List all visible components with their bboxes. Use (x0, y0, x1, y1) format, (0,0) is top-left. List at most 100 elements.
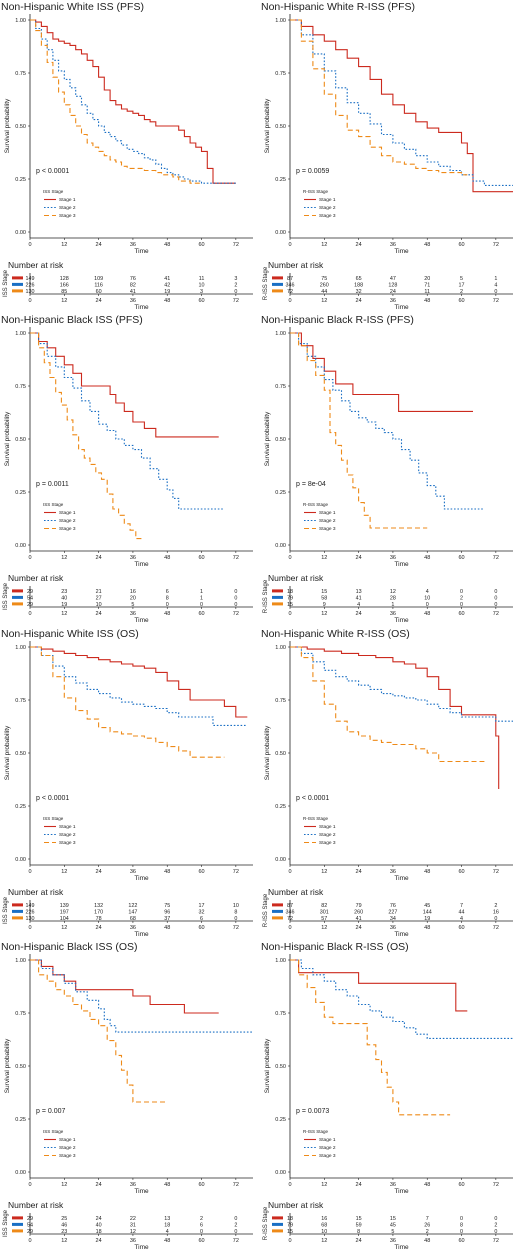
risk-tick-label: 12 (61, 925, 67, 931)
x-axis-title: Time (134, 561, 149, 568)
p-value: p < 0.0001 (36, 168, 69, 175)
risk-count: 72 (287, 916, 293, 922)
km-curve-stage-2 (290, 19, 513, 186)
risk-axis-label: R-ISS Stage (263, 266, 269, 300)
km-curve-stage-1 (290, 646, 500, 789)
risk-tick-label: 72 (233, 298, 239, 304)
x-tick-label: 0 (28, 1182, 31, 1188)
risk-tick-label: 60 (458, 925, 464, 931)
risk-tick-label: 72 (493, 611, 499, 617)
x-axis-title: Time (394, 248, 409, 255)
x-tick-label: 36 (130, 1182, 136, 1188)
risk-count: 20 (424, 276, 430, 282)
risk-count: 130 (26, 289, 35, 295)
risk-tick-label: 60 (458, 298, 464, 304)
risk-count: 41 (130, 289, 136, 295)
risk-row-swatch (12, 602, 23, 606)
risk-count: 260 (320, 283, 329, 289)
risk-count: 4 (494, 283, 497, 289)
risk-count: 41 (356, 596, 362, 602)
risk-count: 188 (354, 283, 363, 289)
risk-tick-label: 36 (130, 1238, 136, 1244)
risk-count: 79 (287, 1223, 293, 1229)
risk-count: 18 (287, 589, 293, 595)
x-tick-label: 48 (164, 869, 170, 875)
risk-tick-label: 24 (356, 298, 362, 304)
risk-tick-label: 72 (233, 1238, 239, 1244)
risk-count: 0 (426, 602, 429, 608)
x-tick-label: 48 (164, 1182, 170, 1188)
risk-count: 1 (200, 596, 203, 602)
x-tick-label: 0 (28, 869, 31, 875)
x-tick-label: 60 (458, 1182, 464, 1188)
risk-count: 109 (94, 276, 103, 282)
legend-label: Stage 2 (59, 205, 76, 211)
risk-tick-label: 24 (96, 1238, 102, 1244)
legend-title: ISS Stage (43, 189, 64, 194)
x-tick-label: 12 (61, 555, 67, 561)
risk-tick-label: 0 (288, 298, 291, 304)
y-tick-label: 1.00 (15, 958, 26, 964)
panel-title: Non-Hispanic Black ISS (OS) (1, 941, 138, 953)
risk-count: 87 (287, 276, 293, 282)
risk-tick-label: 12 (321, 611, 327, 617)
risk-count: 68 (130, 916, 136, 922)
km-curve-stage-3 (30, 332, 142, 540)
risk-axis-label: ISS Stage (3, 269, 9, 297)
risk-count: 54 (27, 596, 33, 602)
legend-label: Stage 2 (59, 518, 76, 524)
y-axis-title: Survival probability (4, 98, 11, 153)
risk-count: 1 (200, 589, 203, 595)
risk-tick-label: 48 (164, 298, 170, 304)
y-tick-label: 0.25 (15, 804, 26, 810)
x-tick-label: 72 (233, 869, 239, 875)
x-tick-label: 24 (356, 555, 362, 561)
risk-count: 79 (356, 903, 362, 909)
km-curve-stage-3 (290, 332, 428, 529)
risk-tick-label: 72 (493, 298, 499, 304)
risk-count: 4 (460, 916, 463, 922)
risk-tick-label: 24 (96, 925, 102, 931)
p-value: p = 0.0059 (296, 168, 329, 175)
x-axis-title: Time (394, 561, 409, 568)
risk-count: 4 (357, 602, 360, 608)
risk-table-title: Number at risk (268, 573, 324, 583)
legend-title: R-ISS Stage (303, 502, 329, 507)
risk-tick-label: 36 (130, 925, 136, 931)
risk-x-axis-title: Time (134, 1244, 149, 1251)
y-tick-label: 0.50 (275, 751, 286, 757)
risk-tick-label: 12 (321, 925, 327, 931)
x-tick-label: 0 (288, 242, 291, 248)
y-tick-label: 0.00 (15, 230, 26, 236)
risk-tick-label: 48 (164, 925, 170, 931)
risk-table-title: Number at risk (8, 1200, 64, 1210)
risk-count: 0 (460, 589, 463, 595)
risk-row-swatch (272, 276, 283, 280)
risk-count: 104 (60, 916, 69, 922)
risk-count: 144 (423, 910, 432, 916)
risk-table-title: Number at risk (268, 1200, 324, 1210)
x-tick-label: 72 (233, 555, 239, 561)
y-tick-label: 0.50 (275, 124, 286, 130)
x-tick-label: 12 (321, 869, 327, 875)
risk-count: 4 (166, 1229, 169, 1235)
y-tick-label: 0.25 (15, 1117, 26, 1123)
risk-count: 32 (356, 289, 362, 295)
risk-tick-label: 36 (130, 611, 136, 617)
risk-row-swatch (272, 595, 283, 599)
risk-axis-label: ISS Stage (3, 582, 9, 610)
x-axis-title: Time (394, 875, 409, 882)
risk-tick-label: 48 (424, 611, 430, 617)
risk-count: 15 (356, 1216, 362, 1222)
risk-count: 0 (234, 1229, 237, 1235)
risk-count: 76 (130, 276, 136, 282)
risk-count: 41 (356, 916, 362, 922)
y-axis-title: Survival probability (264, 725, 271, 780)
risk-tick-label: 0 (28, 925, 31, 931)
x-tick-label: 36 (390, 869, 396, 875)
risk-count: 7 (426, 1216, 429, 1222)
risk-tick-label: 72 (233, 925, 239, 931)
x-tick-label: 60 (198, 1182, 204, 1188)
risk-count: 0 (460, 1216, 463, 1222)
legend-title: R-ISS Stage (303, 1129, 329, 1134)
